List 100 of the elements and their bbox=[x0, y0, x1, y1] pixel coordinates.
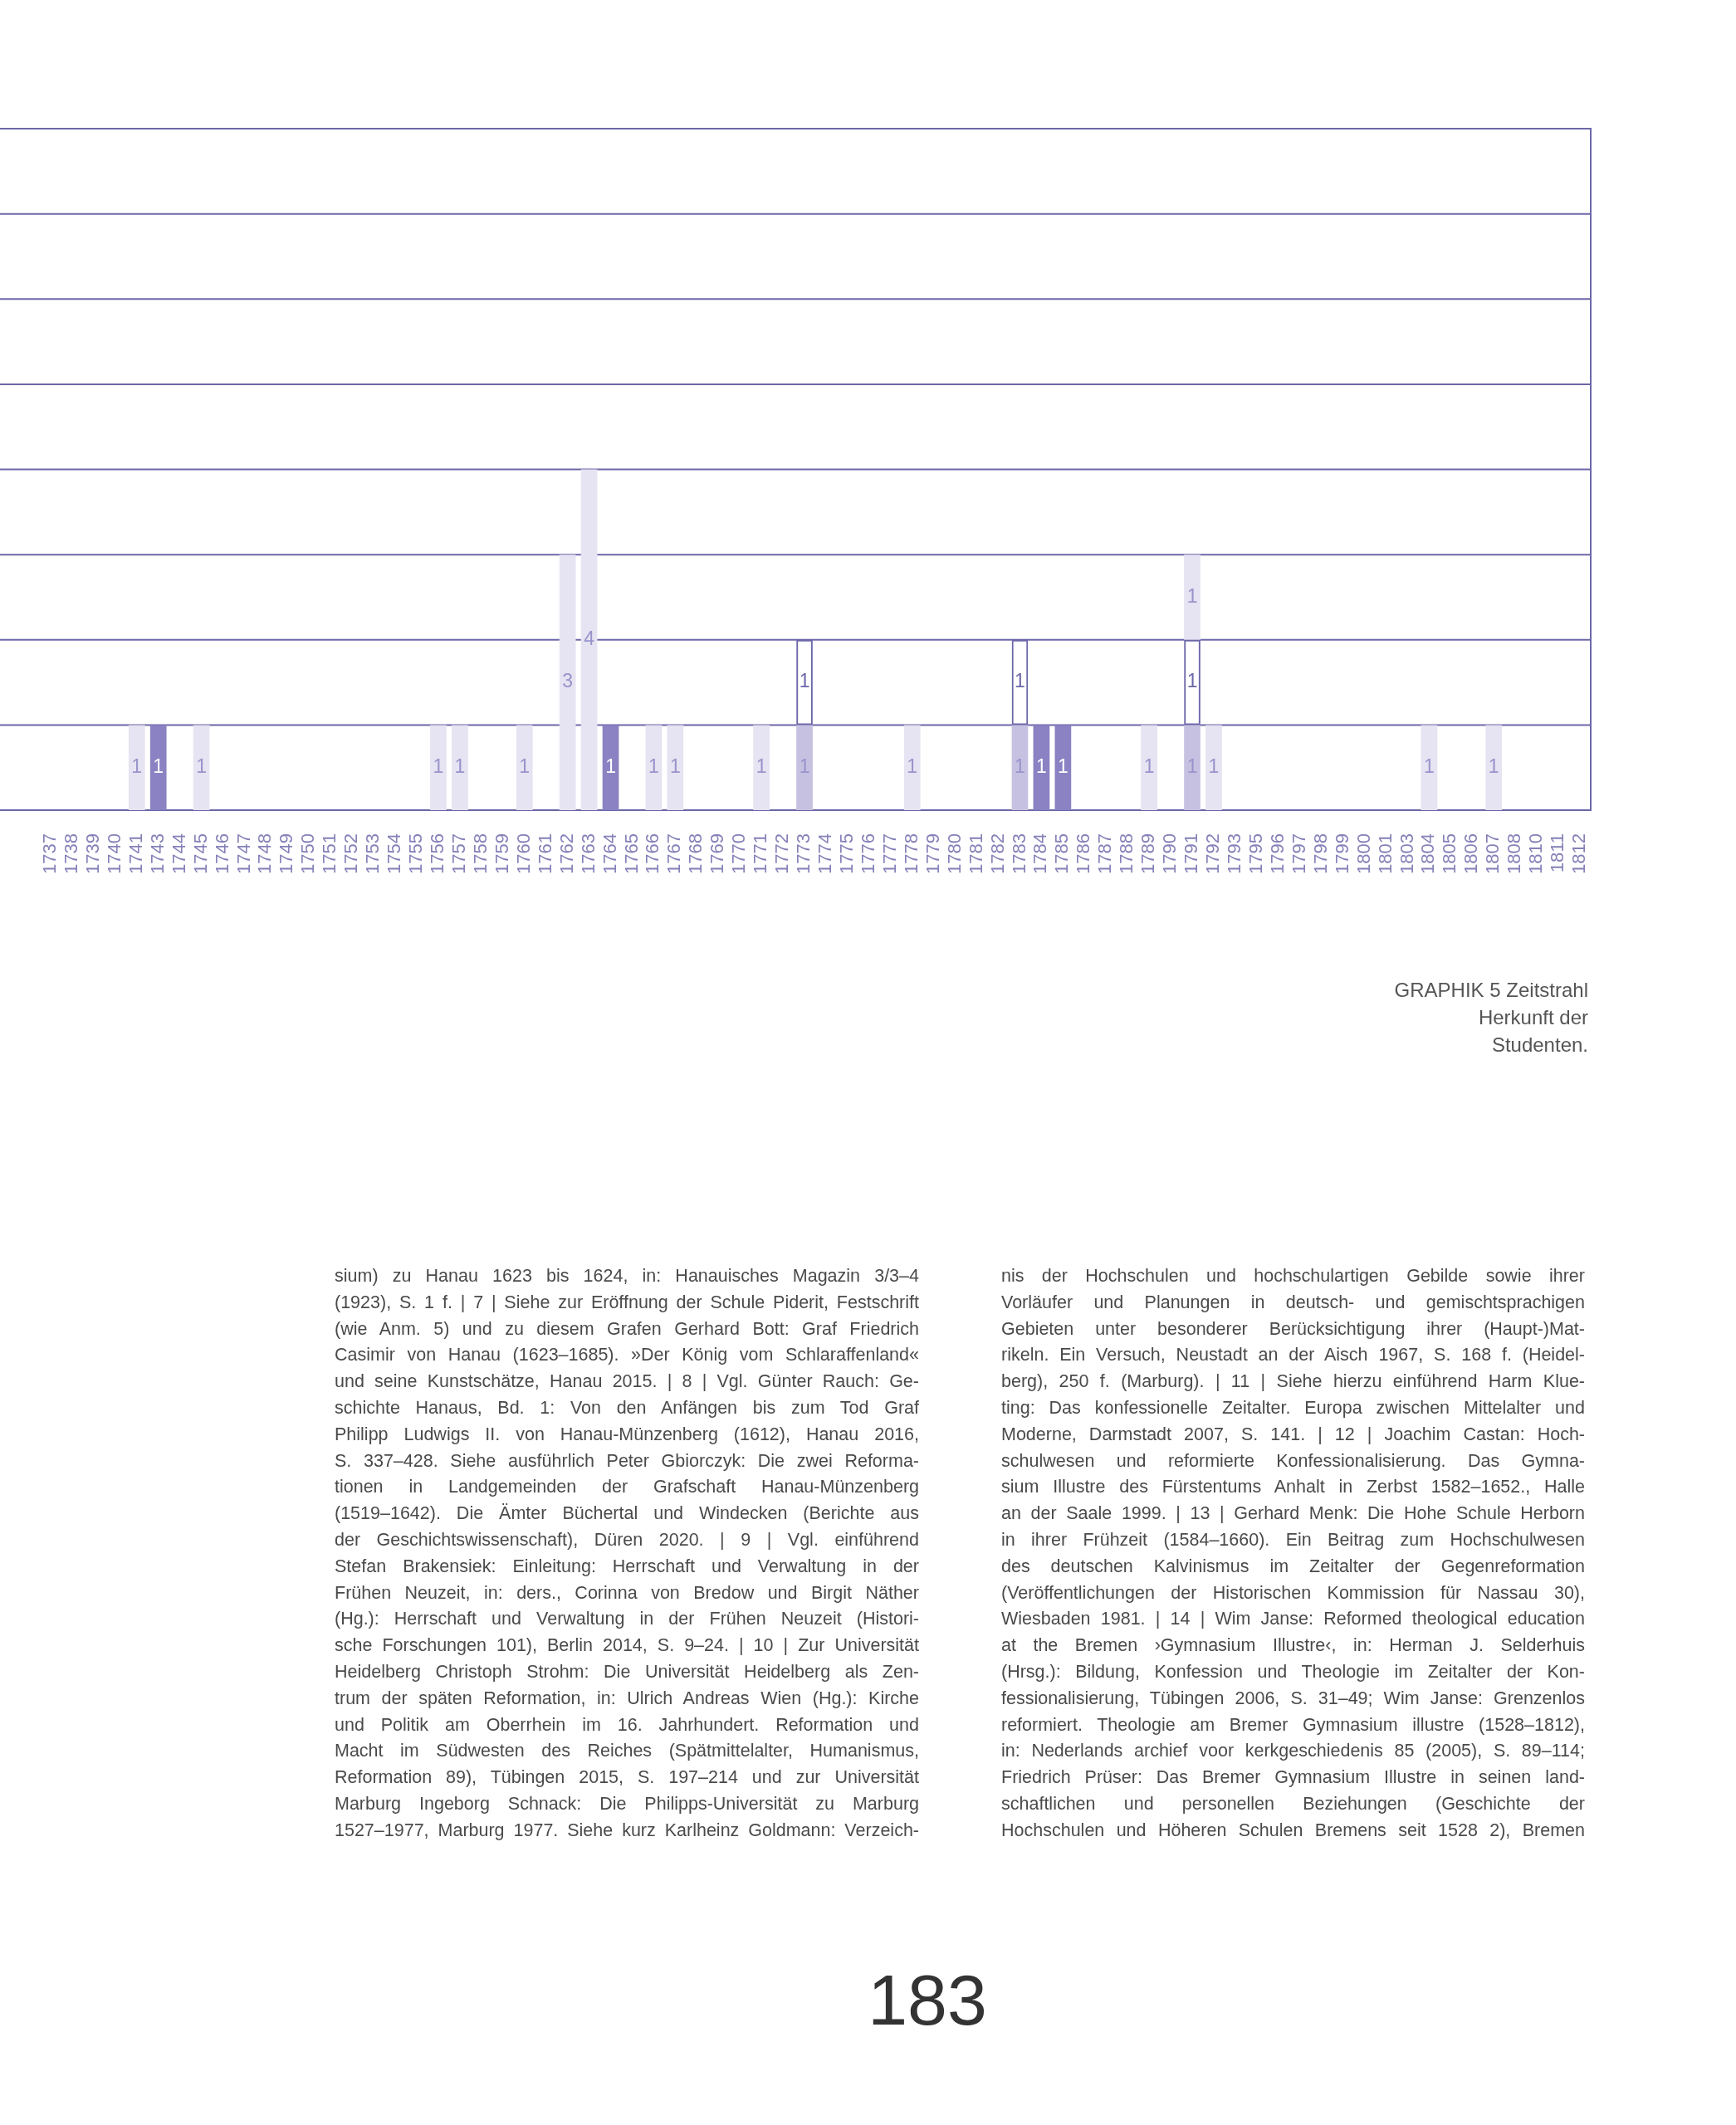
x-tick-label: 1740 bbox=[103, 833, 125, 874]
x-tick-label: 1790 bbox=[1159, 833, 1181, 874]
data-label: 1 bbox=[1057, 755, 1068, 778]
x-tick-label: 1804 bbox=[1417, 833, 1439, 874]
data-label: 1 bbox=[605, 755, 616, 778]
x-tick-label: 1759 bbox=[491, 833, 512, 874]
x-tick-label: 1784 bbox=[1029, 833, 1051, 874]
x-tick-label: 1781 bbox=[965, 833, 986, 874]
x-tick-label: 1774 bbox=[814, 833, 836, 874]
x-tick-label: 1748 bbox=[254, 833, 276, 874]
x-tick-label: 1772 bbox=[771, 833, 793, 874]
x-tick-label: 1741 bbox=[125, 833, 146, 874]
x-tick-label: 1798 bbox=[1309, 833, 1331, 874]
data-label: 1 bbox=[907, 755, 918, 778]
bar bbox=[903, 725, 921, 810]
x-tick-label: 1746 bbox=[211, 833, 232, 874]
x-tick-label: 1745 bbox=[189, 833, 211, 874]
x-tick-label: 1789 bbox=[1137, 833, 1159, 874]
data-label: 1 bbox=[1036, 755, 1047, 778]
data-label: 1 bbox=[1015, 670, 1025, 692]
data-label: 1 bbox=[433, 755, 444, 778]
bar bbox=[128, 725, 145, 810]
x-tick-label: 1807 bbox=[1482, 833, 1504, 874]
bar bbox=[796, 725, 813, 810]
x-tick-label: 1783 bbox=[1008, 833, 1029, 874]
x-tick-label: 1754 bbox=[384, 833, 405, 874]
x-tick-label: 1767 bbox=[663, 833, 685, 874]
x-tick-label: 1747 bbox=[232, 833, 254, 874]
x-tick-label: 1749 bbox=[276, 833, 297, 874]
x-tick-label: 1777 bbox=[878, 833, 900, 874]
bar bbox=[1184, 554, 1201, 640]
data-label: 1 bbox=[1186, 670, 1198, 692]
data-label: 1 bbox=[131, 755, 143, 778]
bar bbox=[645, 725, 663, 810]
x-tick-label: 1764 bbox=[599, 833, 620, 874]
data-label: 1 bbox=[1186, 584, 1198, 607]
bar bbox=[559, 554, 576, 810]
bar bbox=[1141, 725, 1157, 810]
x-tick-label: 1800 bbox=[1352, 833, 1374, 874]
x-tick-label: 1776 bbox=[857, 833, 878, 874]
x-tick-label: 1756 bbox=[427, 833, 448, 874]
data-label: 1 bbox=[669, 755, 681, 778]
x-tick-label: 1771 bbox=[750, 833, 771, 874]
bar bbox=[1184, 725, 1201, 810]
x-tick-label: 1739 bbox=[81, 833, 103, 874]
data-label: 1 bbox=[1488, 755, 1499, 778]
bar bbox=[602, 725, 619, 810]
x-tick-label: 1779 bbox=[922, 833, 943, 874]
x-tick-label: 1793 bbox=[1223, 833, 1245, 874]
x-tick-label: 1768 bbox=[685, 833, 707, 874]
x-tick-label: 1791 bbox=[1181, 833, 1202, 874]
bar bbox=[149, 725, 167, 810]
x-tick-label: 1803 bbox=[1396, 833, 1417, 874]
bar bbox=[1011, 725, 1029, 810]
x-tick-label: 1786 bbox=[1073, 833, 1094, 874]
data-label: 1 bbox=[648, 755, 659, 778]
bar bbox=[430, 725, 447, 810]
x-tick-label: 1801 bbox=[1374, 833, 1396, 874]
x-tick-label: 1785 bbox=[1051, 833, 1073, 874]
text: GRAPHIK 5 Zeitstrahl Herkunft der Studenten. bbox=[1393, 978, 1588, 1058]
x-tick-label: 1753 bbox=[362, 833, 384, 874]
data-label: 3 bbox=[562, 670, 574, 692]
x-tick-label: 1762 bbox=[555, 833, 577, 874]
bar bbox=[193, 725, 210, 810]
bar bbox=[1054, 725, 1072, 810]
x-tick-label: 1792 bbox=[1202, 833, 1224, 874]
data-label: 1 bbox=[196, 755, 207, 778]
bar bbox=[667, 725, 684, 810]
x-tick-label: 1770 bbox=[728, 833, 750, 874]
x-tick-label: 1796 bbox=[1266, 833, 1288, 874]
x-tick-label: 1760 bbox=[512, 833, 534, 874]
x-tick-label: 1806 bbox=[1460, 833, 1482, 874]
x-tick-label: 1757 bbox=[447, 833, 469, 874]
x-tick-label: 1780 bbox=[943, 833, 965, 874]
x-tick-label: 1765 bbox=[620, 833, 642, 874]
x-tick-label: 1775 bbox=[835, 833, 857, 874]
bar bbox=[580, 469, 598, 810]
bar bbox=[1205, 725, 1222, 810]
data-label: 1 bbox=[756, 755, 767, 778]
data-label: 1 bbox=[799, 670, 810, 692]
x-tick-label: 1773 bbox=[793, 833, 814, 874]
x-tick-label: 1808 bbox=[1504, 833, 1525, 874]
data-label: 1 bbox=[1208, 755, 1220, 778]
text: 183 bbox=[867, 1960, 988, 2040]
bar bbox=[1485, 725, 1503, 810]
x-tick-label: 1738 bbox=[60, 833, 81, 874]
x-tick-label: 1750 bbox=[297, 833, 319, 874]
data-label: 1 bbox=[1143, 755, 1155, 778]
x-tick-label: 1761 bbox=[534, 833, 555, 874]
bar bbox=[1421, 725, 1438, 810]
x-tick-label: 1795 bbox=[1245, 833, 1266, 874]
data-label: 4 bbox=[584, 628, 595, 650]
x-tick-label: 1766 bbox=[642, 833, 663, 874]
x-tick-label: 1755 bbox=[405, 833, 427, 874]
data-label: 1 bbox=[153, 755, 164, 778]
x-tick-label: 1758 bbox=[469, 833, 491, 874]
x-tick-label: 1769 bbox=[707, 833, 728, 874]
data-label: 1 bbox=[519, 755, 531, 778]
x-tick-label: 1744 bbox=[168, 833, 189, 874]
x-tick-label: 1787 bbox=[1094, 833, 1116, 874]
